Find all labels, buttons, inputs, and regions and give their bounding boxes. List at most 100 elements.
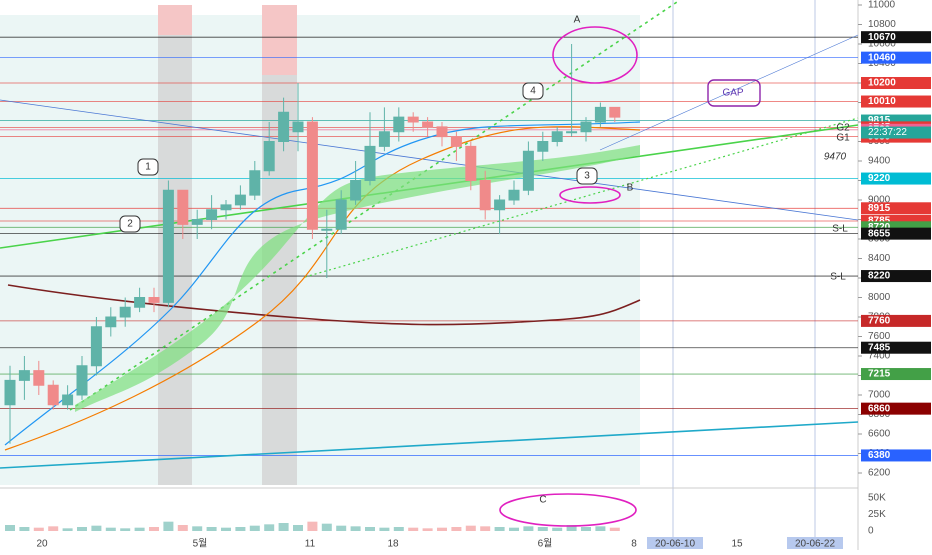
volume-bar	[192, 526, 203, 531]
annotation: 1	[145, 162, 151, 173]
volume-bar	[379, 527, 390, 531]
annotation: C	[539, 495, 546, 506]
annotation: S-L	[830, 272, 846, 283]
volume-bar	[264, 524, 275, 531]
volume-bar	[249, 525, 260, 531]
x-tick-label: 15	[731, 539, 743, 550]
volume-bar	[480, 526, 491, 531]
volume-bar	[163, 521, 174, 531]
candle-body	[162, 189, 174, 303]
trend-line	[304, 117, 859, 278]
candle-body	[249, 170, 261, 196]
price-tag	[861, 202, 931, 215]
volume-bar	[422, 528, 433, 531]
candle-body	[33, 370, 45, 386]
candle-body	[393, 116, 405, 133]
candle-body	[18, 370, 30, 381]
candle-body	[465, 145, 477, 181]
x-tick-label: 20	[36, 539, 48, 550]
candle-body	[566, 131, 578, 134]
annotation: 4	[530, 86, 536, 97]
annotation: B	[627, 183, 634, 194]
price-tag-label: 8220	[868, 271, 891, 282]
y-tick-label: 10800	[868, 19, 896, 30]
volume-tick-label: 0	[868, 526, 874, 537]
y-tick-label: 7400	[868, 351, 891, 362]
annotation: G1	[836, 133, 850, 144]
volume-bar	[609, 527, 620, 531]
callout-box	[522, 82, 544, 100]
price-tag	[861, 95, 931, 108]
candle-body	[378, 131, 390, 147]
price-tag-label: 9220	[868, 173, 891, 184]
price-tag-label: 7215	[868, 369, 891, 380]
candle-body	[263, 141, 275, 172]
date-box	[647, 537, 703, 549]
volume-bar	[120, 528, 131, 531]
y-tick-label: 7600	[868, 331, 891, 342]
volume-bar	[365, 527, 375, 531]
volume-bar	[307, 521, 318, 531]
countdown: 22:37:22	[868, 127, 907, 138]
price-tag-label: 10200	[868, 78, 896, 89]
volume-bar	[91, 525, 102, 531]
volume-bar	[19, 527, 30, 531]
price-tag-label: 8655	[868, 228, 891, 239]
candle-body	[594, 106, 606, 123]
volume-bar	[552, 527, 563, 531]
x-tick-label: 5월	[193, 538, 208, 550]
candle-body	[90, 326, 102, 367]
volume-tick-label: 50K	[868, 492, 886, 503]
volume-bar	[235, 527, 246, 531]
trend-line	[599, 34, 859, 151]
annotation: 2	[127, 219, 133, 230]
volume-bar	[221, 527, 231, 531]
volume-bar	[105, 527, 116, 531]
annotation: 9470	[824, 152, 847, 163]
volume-bar	[149, 527, 159, 531]
annotation: 3	[584, 171, 590, 182]
candle-body	[105, 316, 117, 328]
y-tick-label: 8000	[868, 292, 891, 303]
volume-bar	[206, 527, 217, 531]
volume-bar	[566, 525, 577, 531]
candle-body	[522, 150, 534, 191]
y-tick-label: 6200	[868, 468, 891, 479]
volume-bar	[134, 527, 145, 531]
candle-body	[450, 136, 462, 147]
volume-bar	[523, 526, 534, 531]
price-tag-label: 6380	[868, 450, 891, 461]
y-tick-label: 11000	[868, 0, 896, 11]
candle-body	[436, 126, 448, 138]
candle-body	[508, 189, 520, 201]
candle-body	[234, 194, 246, 206]
price-tag-label: 10460	[868, 52, 896, 63]
volume-bar	[77, 527, 87, 531]
candle-body	[206, 209, 218, 220]
x-tick-label: 18	[387, 539, 399, 550]
y-tick-label: 6600	[868, 429, 891, 440]
price-tag	[861, 402, 931, 415]
moving-average	[7, 284, 641, 326]
candle-body	[292, 121, 304, 133]
annotation: S-L	[832, 224, 848, 235]
volume-bar	[293, 525, 303, 531]
volume-bar	[494, 527, 505, 531]
candle-body	[580, 121, 592, 133]
y-tick-label: 9400	[868, 156, 891, 167]
volume-bar	[537, 527, 548, 531]
marker-circle	[559, 186, 621, 204]
x-tick-label: 8	[631, 539, 637, 550]
price-tag-label: 8915	[868, 203, 891, 214]
candle-body	[62, 394, 74, 406]
x-tick-label: 20-06-22	[795, 539, 835, 550]
y-tick-label: 8400	[868, 253, 891, 264]
volume-bar	[321, 523, 332, 531]
price-tag	[861, 449, 931, 462]
annotation: GAP	[722, 88, 743, 99]
candle-body	[551, 131, 563, 142]
candle-body	[47, 384, 59, 406]
volume-bar	[278, 523, 289, 531]
callout-box	[137, 158, 159, 176]
x-tick-label: 6월	[538, 538, 553, 550]
